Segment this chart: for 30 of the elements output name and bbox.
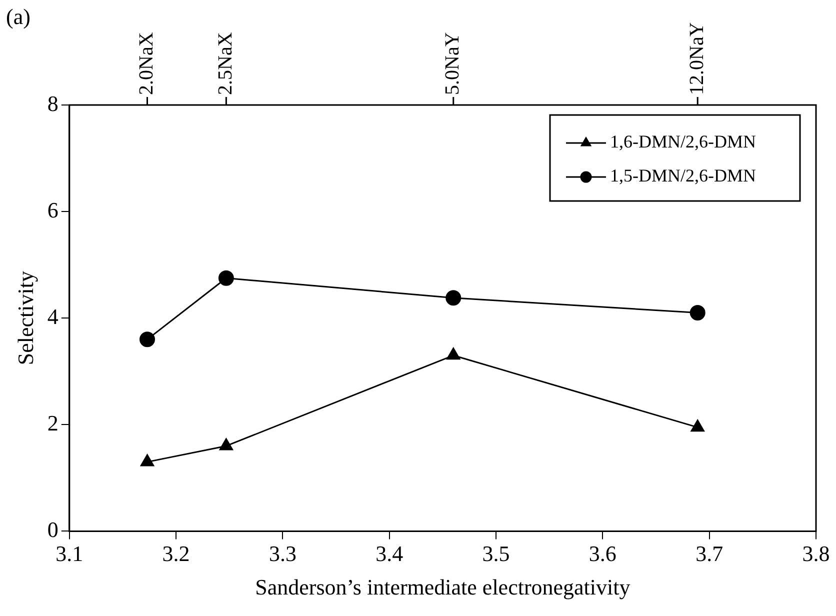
point [446,290,462,306]
x-tick-label: 3.8 [802,541,830,566]
point [690,305,706,321]
x-tick-label: 3.4 [376,541,404,566]
legend-label: 1,6-DMN/2,6-DMN [610,132,756,152]
x-tick-label: 3.7 [696,541,724,566]
legend-label: 1,5-DMN/2,6-DMN [610,166,756,186]
y-tick-label: 2 [47,410,58,436]
y-tick-label: 4 [47,304,58,329]
annotation: 2.5NaX [214,32,236,95]
annotation: 5.0NaY [442,32,464,95]
point [219,438,233,450]
point [140,454,154,466]
text: (a) [6,4,30,30]
y-tick-label: 6 [47,197,58,222]
annotation: 2.0NaX [136,32,158,95]
y-tick-label: 8 [47,90,58,116]
point [446,348,460,360]
point [690,420,704,432]
y-tick-label: 0 [47,516,58,542]
x-tick-label: 3.1 [56,541,84,566]
y-axis-title: Selectivity [12,271,38,366]
x-tick-label: 3.5 [482,541,510,566]
point [140,332,156,348]
x-tick-label: 3.6 [588,541,616,566]
x-tick-label: 3.3 [268,541,296,566]
annotation: 12.0NaY [686,22,708,95]
x-axis-title: Sanderson’s intermediate electronegativity [255,574,630,600]
point [218,270,234,286]
x-tick-label: 3.2 [162,541,190,566]
